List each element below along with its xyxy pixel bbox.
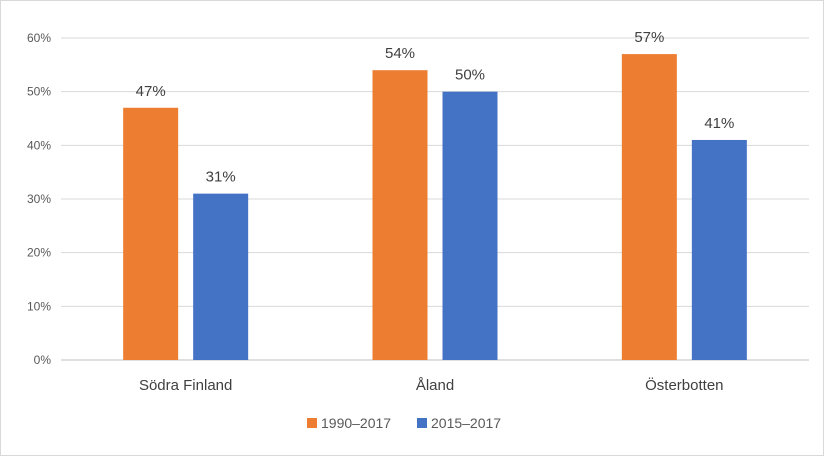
x-axis: Södra Finland Åland Österbotten [139, 376, 724, 394]
legend-swatch [307, 418, 317, 428]
y-axis: 0% 10% 20% 30% 40% 50% 60% [27, 31, 51, 367]
y-tick-label: 50% [27, 85, 51, 99]
bar-series2-2 [691, 139, 747, 360]
bar-series2-1 [442, 91, 498, 361]
x-category-label: Södra Finland [139, 377, 232, 394]
x-category-label: Österbotten [645, 376, 723, 394]
bar-series1-0 [123, 107, 179, 361]
gridlines [61, 37, 809, 361]
bar-series2-0 [193, 193, 249, 360]
y-tick-label: 10% [27, 299, 51, 313]
y-tick-label: 30% [27, 192, 51, 206]
bars [123, 54, 747, 361]
data-label: 50% [455, 67, 485, 84]
data-label: 47% [136, 83, 166, 100]
y-tick-label: 20% [27, 246, 51, 260]
y-tick-label: 40% [27, 138, 51, 152]
data-label: 31% [206, 169, 236, 186]
data-label: 54% [385, 45, 415, 62]
data-labels: 47% 31% 54% 50% 57% 41% [136, 29, 735, 186]
data-label: 41% [704, 115, 734, 132]
bar-series1-2 [621, 54, 677, 360]
data-label: 57% [634, 29, 664, 46]
x-category-label: Åland [416, 377, 454, 394]
legend: 1990–2017 2015–2017 [307, 415, 501, 431]
legend-swatch [417, 418, 427, 428]
legend-label: 1990–2017 [321, 415, 391, 431]
y-tick-label: 0% [34, 353, 52, 367]
bar-series1-1 [372, 70, 428, 360]
y-tick-label: 60% [27, 31, 51, 45]
legend-label: 2015–2017 [431, 415, 501, 431]
